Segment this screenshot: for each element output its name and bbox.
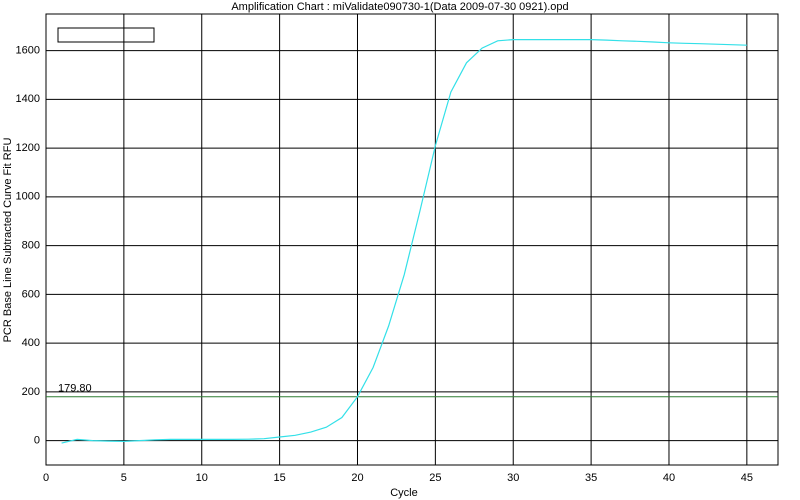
legend-box (57, 27, 155, 43)
x-tick-label: 40 (663, 472, 675, 484)
x-tick-label: 10 (196, 472, 208, 484)
y-tick-label: 1600 (16, 44, 40, 56)
x-tick-label: 15 (273, 472, 285, 484)
x-tick-label: 25 (429, 472, 441, 484)
threshold-label: 179.80 (58, 383, 92, 395)
x-tick-label: 45 (741, 472, 753, 484)
y-tick-label: 1400 (16, 93, 40, 105)
y-tick-label: 800 (22, 240, 40, 252)
y-tick-label: 200 (22, 386, 40, 398)
y-tick-label: 400 (22, 337, 40, 349)
x-tick-label: 5 (121, 472, 127, 484)
y-tick-label: 1000 (16, 191, 40, 203)
x-tick-label: 35 (585, 472, 597, 484)
y-tick-label: 600 (22, 288, 40, 300)
x-axis-label: Cycle (390, 487, 418, 499)
x-tick-label: 20 (351, 472, 363, 484)
chart-title: Amplification Chart : miValidate090730-1… (231, 1, 568, 13)
y-tick-label: 1200 (16, 142, 40, 154)
x-tick-label: 30 (507, 472, 519, 484)
y-tick-label: 0 (34, 435, 40, 447)
series-line (61, 39, 747, 444)
y-axis-label: PCR Base Line Subtracted Curve Fit RFU (2, 138, 14, 343)
x-tick-label: 0 (43, 472, 49, 484)
